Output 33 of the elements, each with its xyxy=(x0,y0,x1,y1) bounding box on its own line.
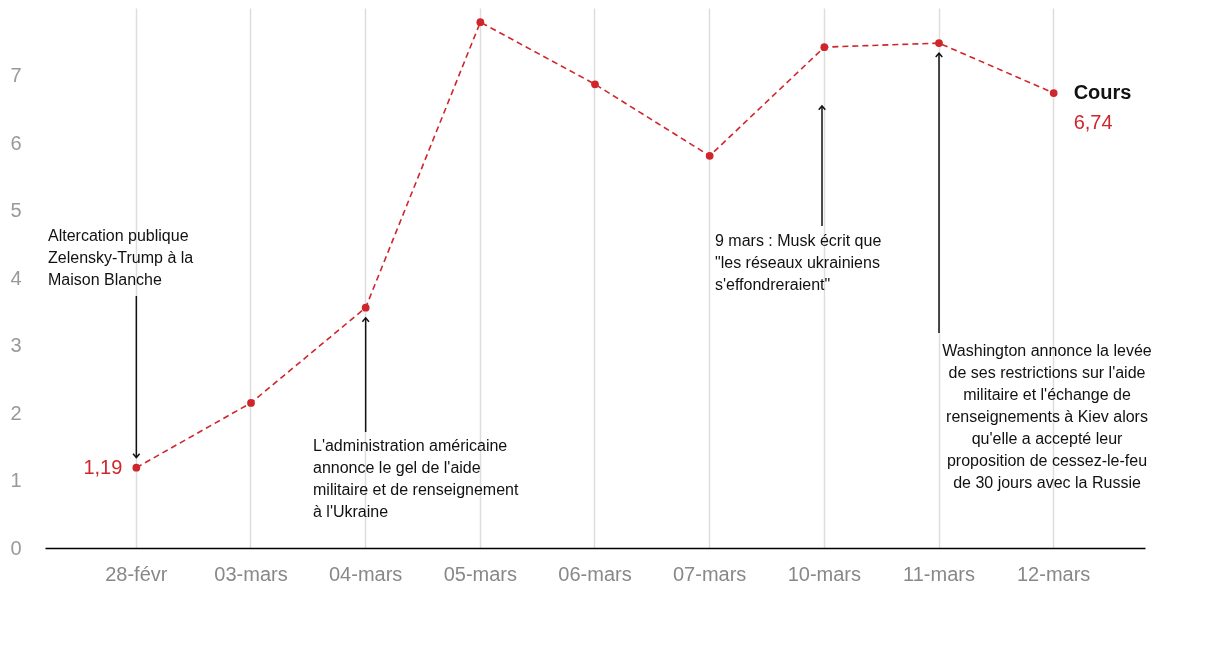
x-tick-label: 05-mars xyxy=(443,562,518,585)
annotation: 9 mars : Musk écrit que "les réseaux ukrainiens s'effondreraient" xyxy=(715,232,882,293)
y-tick-label: 7 xyxy=(10,64,22,86)
annotation: Washington annonce la levée de ses restrictions sur l'aide militaire et l'échange de renseignements à Kiev alors qu'elle a accepté leur proposition de cessez-le-feu de 30 jours avec la Russie xyxy=(942,342,1152,491)
annotation: Altercation publique Zelensky-Trump à la Maison Blanche xyxy=(48,227,194,288)
y-tick-label: 6 xyxy=(10,131,22,154)
y-tick-label: 0 xyxy=(10,536,22,559)
annotation: L'administration américaine annonce le gel de l'aide militaire et de renseignement à l'Ukraine xyxy=(313,437,519,520)
y-tick-label: 5 xyxy=(10,199,22,221)
y-tick-label: 3 xyxy=(10,334,22,356)
y-tick-label: 2 xyxy=(10,401,22,424)
point xyxy=(705,151,714,160)
point xyxy=(935,39,943,47)
series-label: Cours xyxy=(1073,81,1132,104)
point xyxy=(1049,89,1058,97)
y-tick-label: 4 xyxy=(10,266,22,289)
x-tick-label: 07-mars xyxy=(672,562,747,585)
x-tick-label: 04-mars xyxy=(328,562,403,585)
y-tick-label: 1 xyxy=(10,469,22,491)
x-tick-label: 10-mars xyxy=(787,562,862,585)
point xyxy=(820,43,829,52)
x-tick-label: 11-mars xyxy=(903,562,975,585)
data-label: 1,19 xyxy=(83,455,123,478)
data-label: 6,74 xyxy=(1073,111,1113,134)
point xyxy=(361,303,370,312)
point xyxy=(247,399,255,407)
x-tick-label: 28-févr xyxy=(105,562,168,585)
point xyxy=(476,18,485,27)
x-tick-label: 03-mars xyxy=(214,562,288,585)
point xyxy=(132,463,141,472)
x-tick-label: 06-mars xyxy=(558,562,632,585)
point xyxy=(591,80,599,89)
x-tick-label: 12-mars xyxy=(1016,562,1091,585)
